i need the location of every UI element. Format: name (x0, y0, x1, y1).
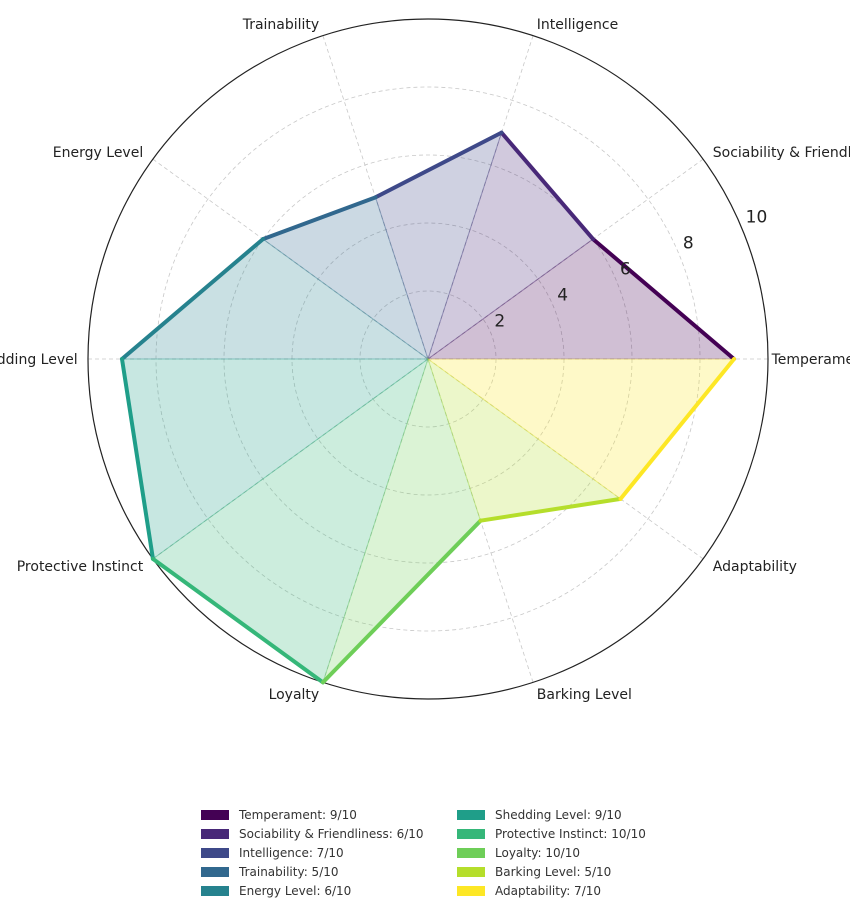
series-line-2 (499, 130, 596, 242)
grid-spoke (427, 35, 534, 360)
legend-item: Sociability & Friendliness: 6/10 (201, 825, 457, 843)
series-line-5 (120, 237, 265, 361)
radial-tick-label: 2 (494, 312, 505, 332)
legend-label: Barking Level: 5/10 (495, 865, 612, 879)
legend-item: Shedding Level: 9/10 (457, 806, 657, 824)
series-line-6 (120, 357, 155, 561)
legend-label: Loyalty: 10/10 (495, 846, 580, 860)
legend-swatch (457, 886, 485, 896)
legend-label: Temperament: 9/10 (239, 808, 357, 822)
sector-layer (120, 131, 736, 684)
grid-spoke (427, 358, 704, 560)
grid-spoke (427, 158, 704, 360)
legend-label: Adaptability: 7/10 (495, 884, 602, 898)
legend-item: Protective Instinct: 10/10 (457, 825, 657, 843)
axis-label: Barking Level (537, 687, 632, 703)
legend-item: Barking Level: 5/10 (457, 863, 657, 881)
radial-tick-label: 10 (746, 208, 768, 228)
series-line-1 (591, 237, 736, 361)
line-layer (120, 130, 736, 685)
axis-label: Intelligence (537, 17, 618, 33)
legend-item: Adaptability: 7/10 (457, 882, 657, 900)
legend-item: Trainability: 5/10 (201, 863, 457, 881)
legend-item: Intelligence: 7/10 (201, 844, 457, 862)
grid-circle (155, 86, 701, 632)
legend-item: Loyalty: 10/10 (457, 844, 657, 862)
series-line-7 (150, 556, 325, 685)
radial-tick-label: 4 (557, 286, 568, 306)
legend-label: Sociability & Friendliness: 6/10 (239, 827, 424, 841)
grid-spoke (152, 158, 429, 360)
legend-swatch (457, 829, 485, 839)
axis-label-layer: Temperament Sociability & Friendliness Int… (0, 17, 850, 703)
legend-swatch (457, 867, 485, 877)
grid-circle (359, 290, 497, 428)
axis-label: Trainability (242, 17, 320, 33)
axis-label: Energy Level (53, 145, 143, 161)
series-line-8 (320, 518, 483, 685)
legend-swatch (201, 810, 229, 820)
legend-swatch (457, 848, 485, 858)
legend-label: Protective Instinct: 10/10 (495, 827, 646, 841)
axis-label: Temperament (771, 352, 850, 368)
legend-item: Temperament: 9/10 (201, 806, 457, 824)
legend-swatch (201, 848, 229, 858)
axis-label: Protective Instinct (17, 559, 144, 575)
legend-label: Trainability: 5/10 (239, 865, 339, 879)
outer-boundary (87, 18, 769, 700)
grid-spoke (152, 358, 429, 560)
legend-swatch (201, 867, 229, 877)
legend: Temperament: 9/10 Shedding Level: 9/10 Soc… (201, 806, 657, 900)
radial-tick-label: 8 (683, 234, 694, 254)
axis-label: Sociability & Friendliness (713, 145, 850, 161)
legend-item: Energy Level: 6/10 (201, 882, 457, 900)
axis-label: Adaptability (713, 559, 797, 575)
legend-swatch (201, 829, 229, 839)
series-line-9 (478, 496, 623, 523)
radial-tick-layer: 2 4 6 8 10 (494, 208, 767, 332)
legend-label: Energy Level: 6/10 (239, 884, 352, 898)
grid-spoke (322, 358, 429, 683)
series-line-10 (618, 357, 736, 501)
grid-layer (87, 18, 769, 700)
series-line-4 (260, 195, 378, 242)
legend-label: Intelligence: 7/10 (239, 846, 344, 860)
radial-tick-label: 6 (620, 260, 631, 280)
axis-label: Shedding Level (0, 352, 78, 368)
axis-label: Loyalty (269, 687, 320, 703)
series-line-3 (373, 130, 504, 200)
legend-swatch (201, 886, 229, 896)
legend-label: Shedding Level: 9/10 (495, 808, 622, 822)
legend-swatch (457, 810, 485, 820)
